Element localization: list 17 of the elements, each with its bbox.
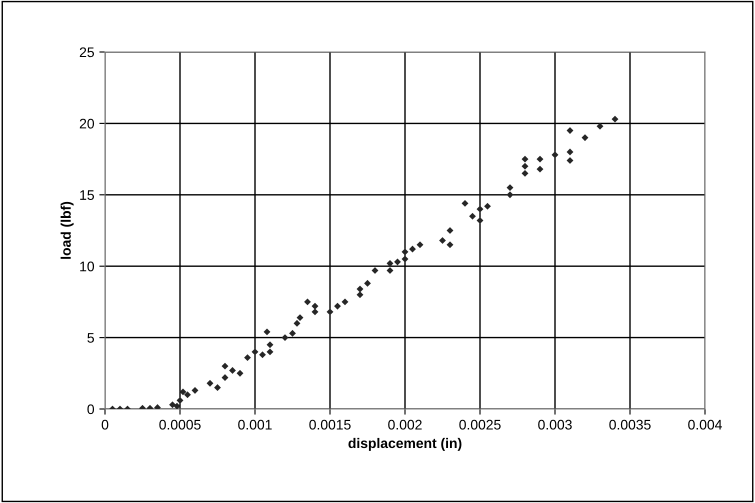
x-tick-label: 0.0015 [309, 420, 351, 430]
x-tick-label: 0 [102, 420, 108, 430]
y-tick-label: 20 [80, 118, 94, 129]
y-tick-label: 0 [87, 404, 94, 414]
x-tick-label: 0.001 [238, 420, 272, 430]
x-tick-label: 0.004 [688, 420, 722, 430]
x-tick-label: 0.0025 [459, 420, 501, 430]
x-tick-label: 0.0035 [609, 420, 651, 430]
x-tick-label: 0.002 [388, 420, 422, 430]
y-tick-label: 5 [87, 333, 94, 343]
y-tick-label: 15 [80, 190, 94, 200]
x-tick-label: 0.0005 [159, 420, 201, 430]
x-tick-label: 0.003 [538, 420, 572, 430]
x-axis-title: displacement (in) [348, 438, 462, 451]
y-tick-label: 25 [80, 47, 94, 58]
y-tick-label: 10 [80, 262, 94, 272]
y-axis-title: load (lbf) [60, 202, 74, 259]
